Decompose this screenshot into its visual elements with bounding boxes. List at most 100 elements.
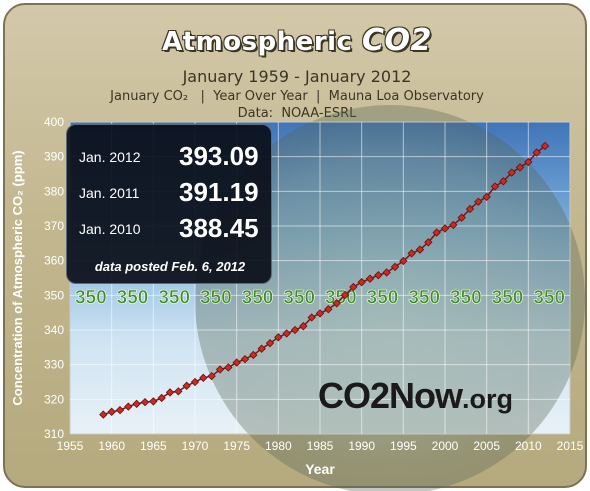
data-point — [332, 299, 341, 308]
data-point — [199, 373, 208, 383]
data-point — [365, 274, 375, 283]
infobox-value: 391.19 — [179, 177, 259, 207]
data-point — [407, 249, 416, 258]
brand-logo: CO2Now.org — [318, 375, 513, 417]
data-point — [157, 393, 166, 403]
infobox-date: Jan. 2012 — [79, 149, 141, 165]
x-tick-label: 1955 — [57, 439, 84, 453]
data-point — [340, 290, 350, 300]
y-tick-label: 350 — [44, 288, 64, 302]
y-tick-label: 360 — [44, 254, 64, 268]
reference-350-label: 350 — [533, 287, 565, 308]
data-point — [515, 163, 525, 172]
reference-350-label: 350 — [408, 287, 440, 308]
y-tick-label: 340 — [44, 323, 64, 337]
data-point — [182, 381, 191, 390]
data-point — [174, 387, 183, 396]
reference-350-label: 350 — [367, 287, 399, 308]
data-point — [165, 388, 175, 397]
info-line: January CO₂ | Year Over Year | Mauna Loa… — [110, 89, 484, 104]
data-point — [390, 262, 400, 272]
data-point — [357, 277, 366, 287]
data-point — [149, 397, 158, 406]
data-point — [265, 339, 275, 348]
data-point — [490, 182, 500, 191]
x-tick-label: 2005 — [473, 439, 500, 453]
title-co2: CO2 — [362, 23, 432, 58]
infobox-value: 388.45 — [179, 213, 259, 243]
data-point — [540, 141, 550, 151]
data-point — [507, 168, 516, 177]
data-point — [349, 282, 358, 292]
y-tick-label: 400 — [44, 115, 64, 129]
data-point — [282, 329, 291, 338]
infobox-date: Jan. 2010 — [79, 221, 141, 237]
infobox-note: data posted Feb. 6, 2012 — [94, 259, 246, 274]
y-axis-label: Concentration of Atmospheric CO₂ (ppm) — [10, 150, 25, 405]
title-text: Atmospheric — [162, 27, 363, 57]
data-point — [115, 405, 125, 415]
reference-350-label: 350 — [450, 287, 482, 308]
y-tick-label: 310 — [44, 427, 64, 441]
data-point — [215, 365, 225, 374]
y-tick-label: 320 — [44, 392, 64, 406]
data-point — [399, 256, 408, 266]
infobox-value: 393.09 — [179, 141, 259, 171]
data-point — [324, 305, 333, 314]
data-point — [299, 322, 308, 331]
date-range: January 1959 - January 2012 — [182, 67, 412, 86]
data-point — [140, 397, 150, 407]
data-point — [240, 354, 250, 364]
x-tick-label: 1975 — [223, 439, 250, 453]
reference-350-label: 350 — [158, 287, 190, 308]
reference-350-label: 350 — [75, 287, 107, 308]
data-point — [315, 309, 325, 318]
data-point — [224, 363, 233, 372]
data-point — [190, 377, 200, 387]
y-tick-label: 390 — [44, 150, 64, 164]
infobox-date: Jan. 2011 — [79, 185, 140, 201]
data-point — [465, 204, 475, 214]
data-point — [482, 192, 491, 202]
data-point — [207, 371, 216, 381]
x-tick-label: 1965 — [140, 439, 167, 453]
data-point — [307, 313, 316, 322]
data-point — [232, 358, 241, 367]
reference-350-label: 350 — [283, 287, 315, 308]
reference-350-label: 350 — [492, 287, 524, 308]
y-tick-label: 370 — [44, 219, 64, 233]
data-point — [424, 238, 433, 247]
data-point — [132, 399, 141, 409]
reference-350-label: 350 — [242, 287, 274, 308]
globe-watermark — [195, 105, 585, 491]
x-tick-label: 2010 — [515, 439, 542, 453]
data-point — [382, 268, 391, 277]
data-point — [474, 197, 483, 206]
x-tick-label: 1995 — [390, 439, 417, 453]
data-point — [124, 402, 133, 411]
x-axis-label: Year — [305, 461, 335, 477]
y-tick-label: 380 — [44, 184, 64, 198]
x-tick-label: 1985 — [307, 439, 334, 453]
data-point — [290, 325, 300, 335]
data-point — [524, 157, 533, 167]
brand-suffix: .org — [462, 384, 514, 414]
reference-350-label: 350 — [200, 287, 232, 308]
data-point — [449, 220, 458, 230]
y-tick-label: 330 — [44, 358, 64, 372]
x-tick-label: 1960 — [98, 439, 125, 453]
axis-ticks: 1955 1960 1965 1970 1975 1980 1985 1990 1995 2000… — [44, 115, 584, 453]
reference-350-label: 350 — [117, 287, 149, 308]
data-point — [440, 224, 450, 233]
latest-values-box: Jan. 2012 393.09 Jan. 2011 391.19 Jan. 2… — [66, 124, 272, 284]
data-point — [499, 177, 508, 186]
data-point — [274, 333, 283, 342]
data-point — [249, 350, 258, 360]
data-point — [415, 245, 425, 254]
chart-title: Atmospheric CO2 — [5, 23, 585, 58]
data-point — [374, 271, 383, 280]
data-point — [457, 213, 466, 222]
brand-main: CO2Now — [318, 375, 463, 416]
x-tick-label: 2000 — [432, 439, 459, 453]
x-tick-label: 1990 — [348, 439, 375, 453]
